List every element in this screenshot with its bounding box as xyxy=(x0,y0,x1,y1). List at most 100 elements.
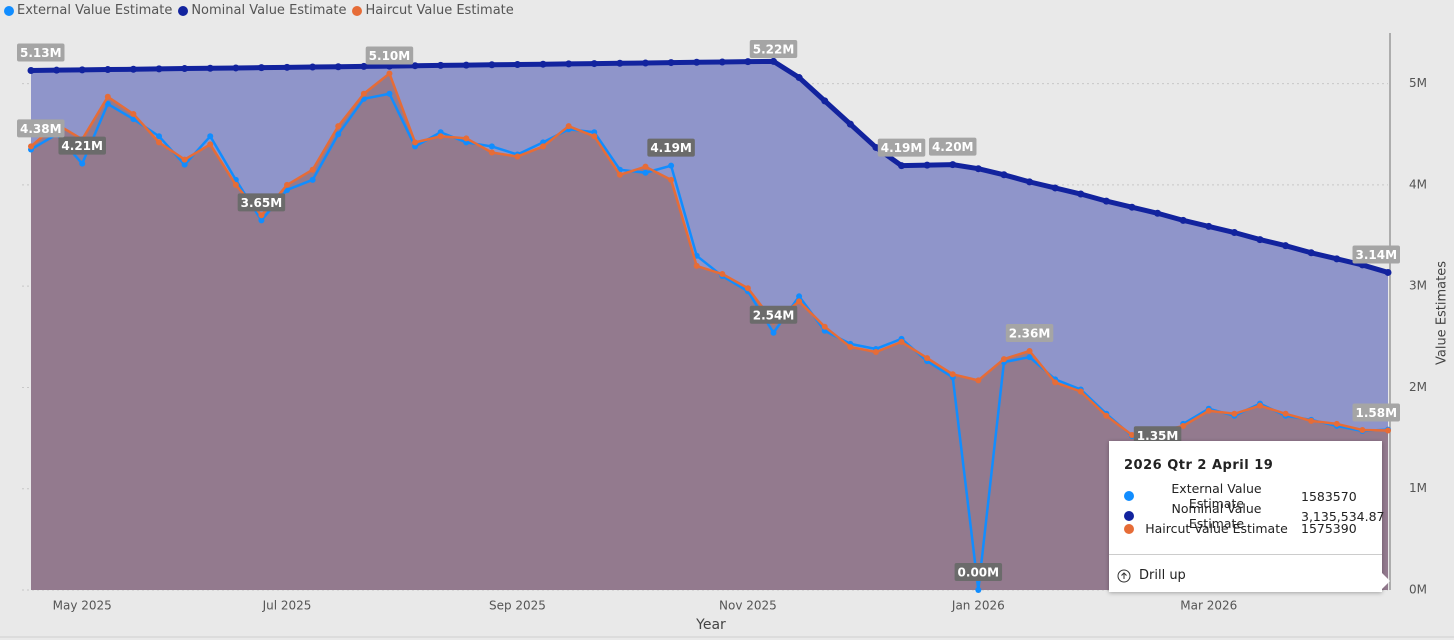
data-label: 5.13M xyxy=(17,43,65,62)
data-label: 4.19M xyxy=(877,138,926,157)
marker xyxy=(232,181,239,188)
marker xyxy=(386,70,393,77)
marker xyxy=(156,139,163,146)
marker xyxy=(1077,190,1085,198)
tooltip-row: External Value Estimate 1583570 xyxy=(1124,481,1357,511)
tooltip-series-name: External Value Estimate xyxy=(1171,481,1262,511)
line xyxy=(30,58,1389,275)
marker xyxy=(386,90,393,97)
marker xyxy=(1154,209,1162,217)
marker xyxy=(309,166,316,173)
data-label-text: 4.19M xyxy=(650,141,692,155)
data-label: 5.10M xyxy=(365,46,414,65)
marker xyxy=(796,293,803,300)
tooltip-series-name: Haircut Value Estimate xyxy=(1145,521,1288,536)
marker xyxy=(283,63,291,71)
marker xyxy=(104,100,111,107)
marker xyxy=(462,61,470,69)
marker xyxy=(284,181,291,188)
marker xyxy=(744,285,751,292)
marker xyxy=(795,74,803,82)
marker xyxy=(335,131,342,138)
marker xyxy=(488,149,495,156)
marker xyxy=(181,161,188,168)
data-label-text: 5.10M xyxy=(369,49,411,63)
tooltip-series-name: Nominal Value Estimate xyxy=(1171,501,1262,531)
marker xyxy=(1000,171,1008,179)
data-label-text: 3.65M xyxy=(241,196,283,210)
marker xyxy=(565,123,572,130)
marker xyxy=(565,60,573,68)
data-label-text: 4.38M xyxy=(20,122,62,136)
y-tick-label: 3M xyxy=(1409,279,1427,293)
marker xyxy=(181,156,188,163)
data-label: 3.65M xyxy=(237,193,286,212)
y-tick-label: 4M xyxy=(1409,177,1427,191)
y-tick-label: 0M xyxy=(1409,583,1427,597)
marker xyxy=(1179,216,1187,224)
marker xyxy=(1026,354,1033,361)
legend-item[interactable]: External Value Estimate xyxy=(4,3,172,18)
marker xyxy=(258,212,265,219)
drill-up-button[interactable]: Drill up xyxy=(1117,568,1186,583)
marker xyxy=(821,97,829,105)
legend-item[interactable]: Nominal Value Estimate xyxy=(178,3,346,18)
data-label-box xyxy=(1352,245,1400,264)
marker xyxy=(181,65,189,73)
marker xyxy=(28,143,34,150)
data-label-box xyxy=(17,119,65,138)
drill-up-label[interactable]: Drill up xyxy=(1139,568,1186,583)
marker xyxy=(1230,229,1238,237)
marker xyxy=(207,133,214,140)
data-label-text: 3.14M xyxy=(1355,248,1397,262)
tooltip-row: Nominal Value Estimate 3,135,534.87 xyxy=(1124,501,1385,531)
data-label-box xyxy=(1352,403,1400,422)
tooltip-dot xyxy=(1124,491,1134,501)
marker xyxy=(1333,420,1340,427)
marker xyxy=(924,355,931,362)
data-label-box xyxy=(17,43,65,62)
data-label-text: 2.54M xyxy=(753,308,795,322)
y-tick-label: 2M xyxy=(1409,380,1427,394)
marker xyxy=(1205,222,1213,230)
drill-up-icon xyxy=(1117,569,1131,582)
marker xyxy=(693,58,701,66)
marker xyxy=(846,120,854,128)
marker xyxy=(1128,432,1135,439)
marker xyxy=(975,377,982,384)
data-label-box xyxy=(365,46,414,65)
marker xyxy=(463,135,470,142)
data-label-box xyxy=(749,40,798,58)
data-label-box xyxy=(58,136,106,155)
data-label: 4.19M xyxy=(647,138,695,157)
area xyxy=(31,73,1388,590)
marker xyxy=(1180,422,1187,429)
marker xyxy=(1256,402,1263,409)
tooltip-value: 3,135,534.87 xyxy=(1301,508,1385,524)
data-label-box xyxy=(647,138,695,157)
tooltip-pointer xyxy=(1382,573,1390,589)
data-label-text: 4.19M xyxy=(881,141,923,155)
data-label-text: 1.35M xyxy=(1137,429,1179,443)
marker xyxy=(1052,379,1059,386)
marker xyxy=(1282,410,1289,417)
marker xyxy=(1102,197,1110,205)
marker xyxy=(488,61,496,69)
marker xyxy=(360,90,367,97)
legend-item[interactable]: Haircut Value Estimate xyxy=(352,3,514,18)
marker xyxy=(130,116,137,123)
marker xyxy=(923,161,931,169)
marker xyxy=(591,133,598,140)
marker xyxy=(1385,427,1391,434)
data-label-text: 5.22M xyxy=(753,43,795,57)
marker xyxy=(206,64,214,72)
marker xyxy=(257,64,265,72)
y-axis-title: Value Estimates xyxy=(1435,261,1450,365)
data-label-text: 2.36M xyxy=(1009,326,1051,340)
marker xyxy=(616,59,624,67)
marker xyxy=(821,323,828,330)
x-tick-label: Nov 2025 xyxy=(719,599,777,613)
marker xyxy=(898,162,906,170)
data-label-text: 1.58M xyxy=(1355,406,1397,420)
